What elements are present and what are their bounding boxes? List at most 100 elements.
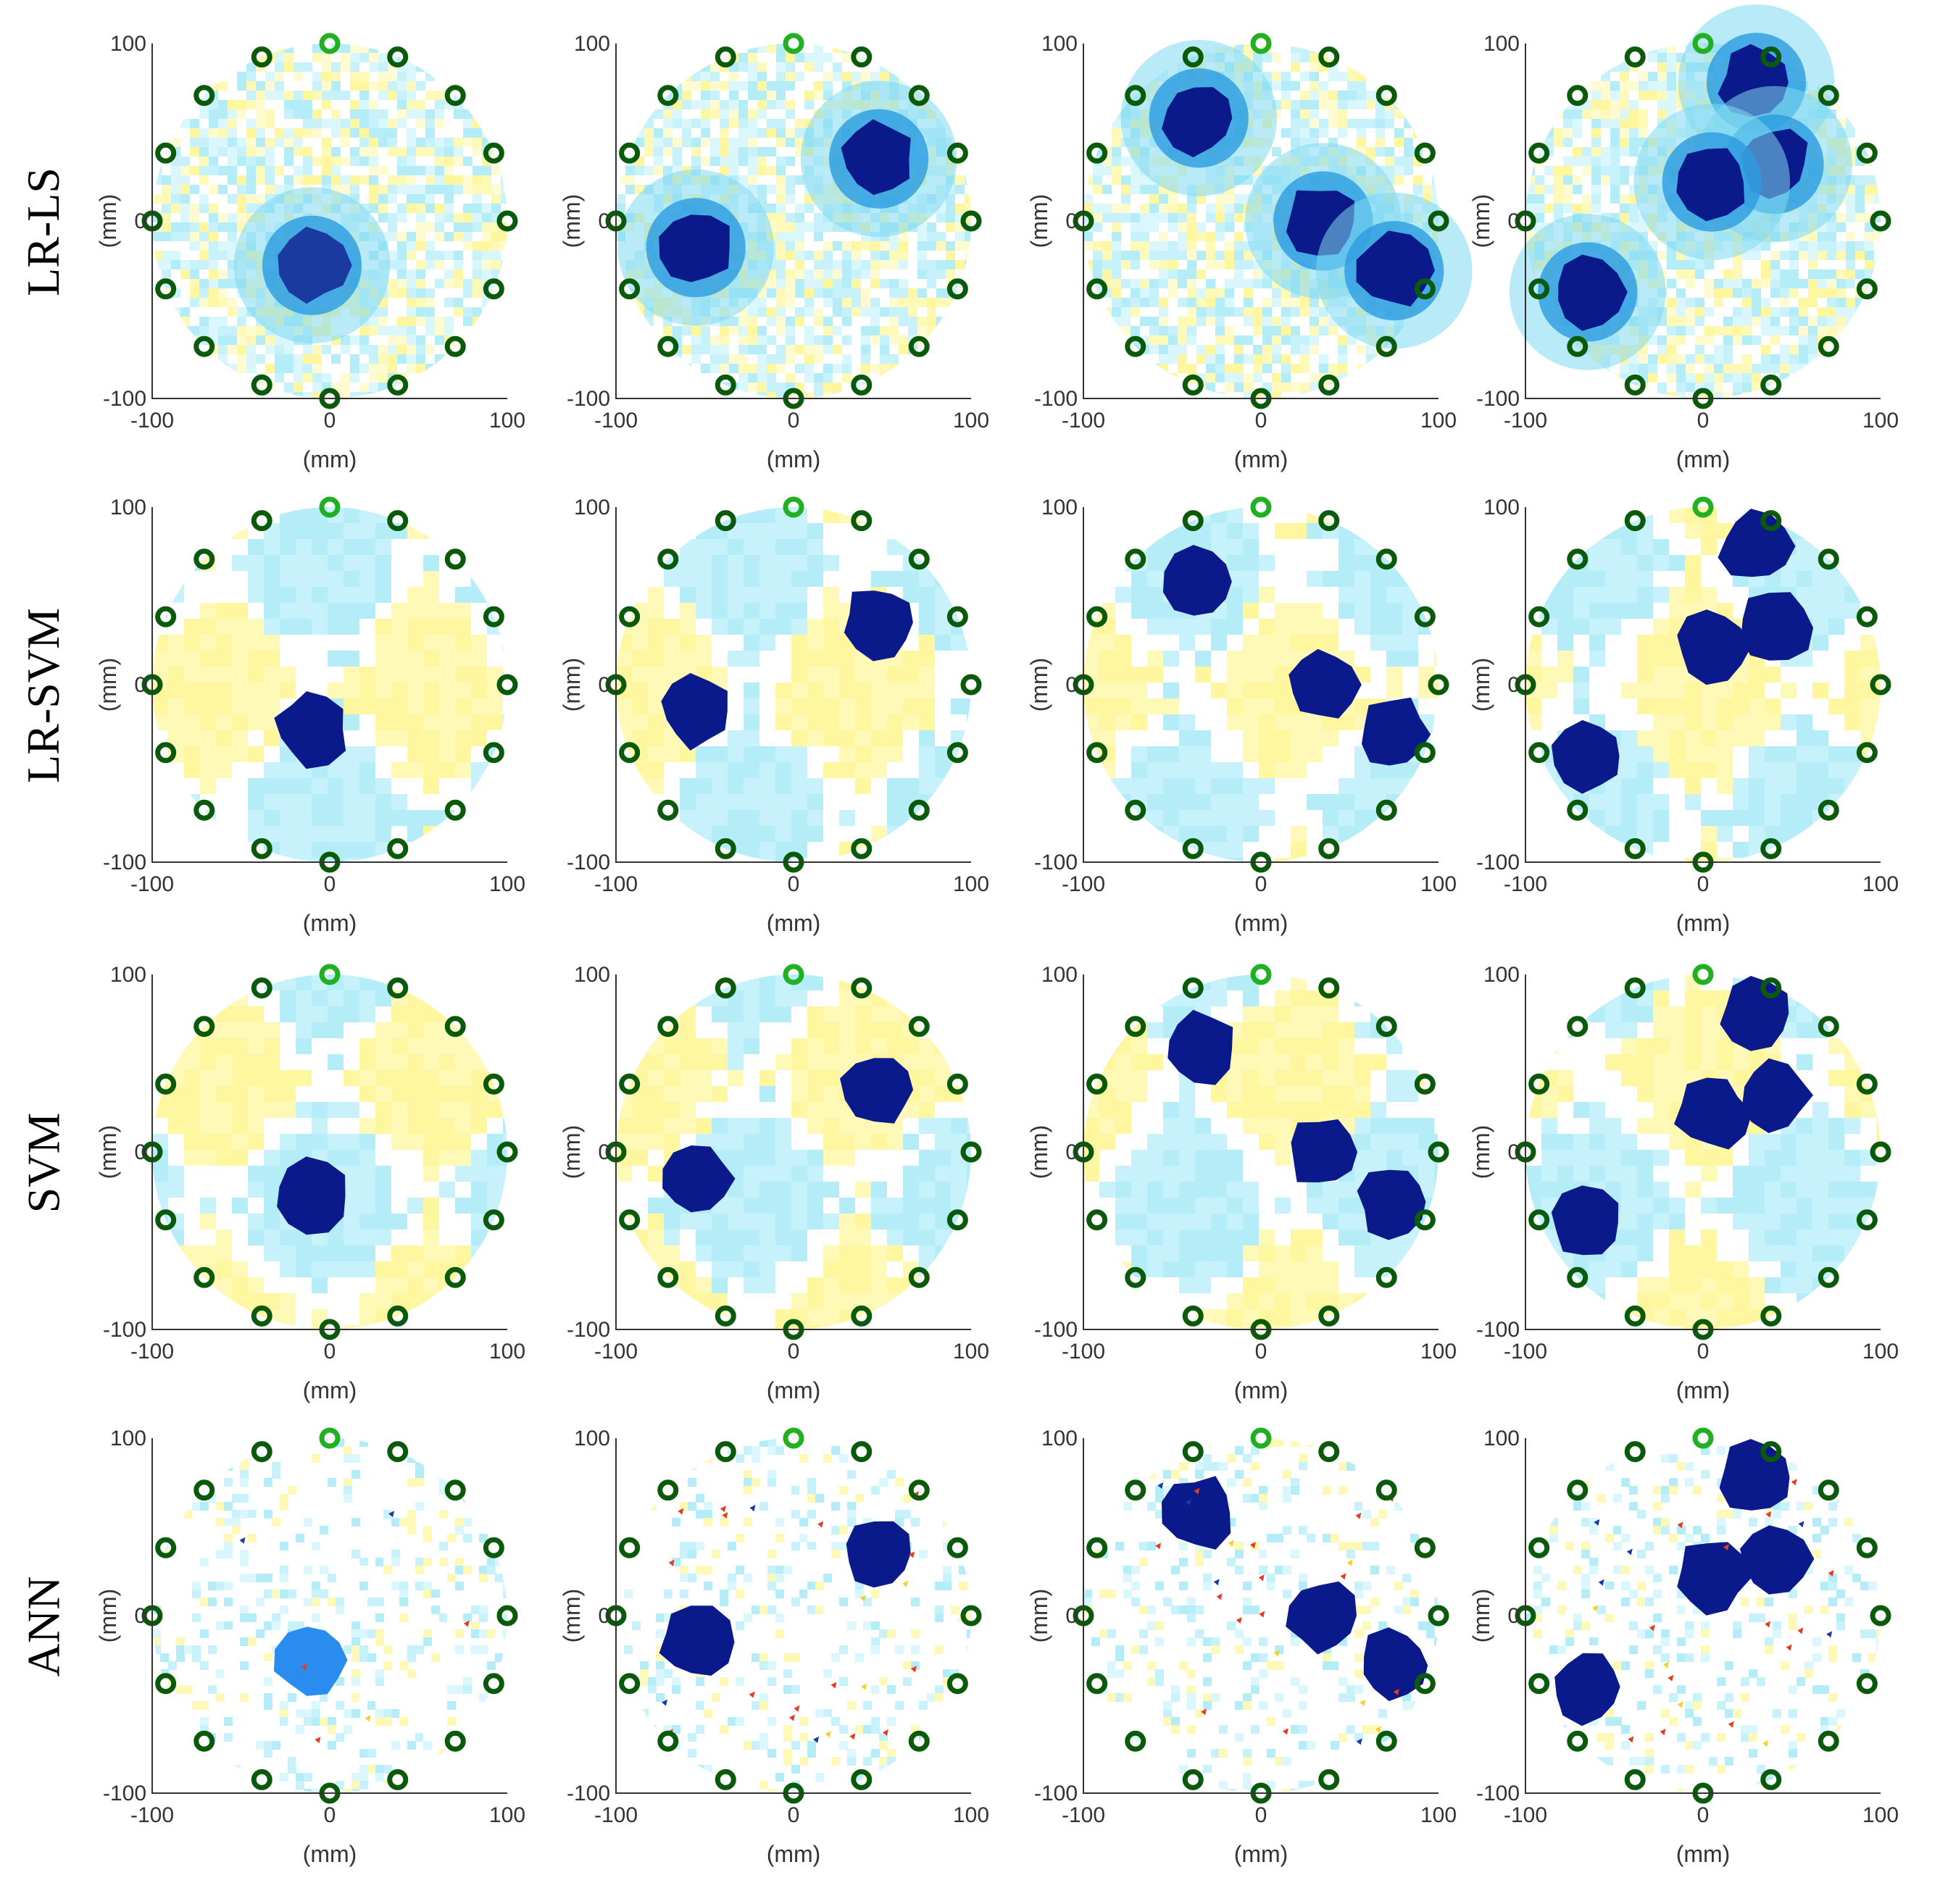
- electrode-marker: [851, 1305, 873, 1327]
- x-tick-label: 100: [953, 1340, 989, 1364]
- panel-ann-4: 100 0 -100-100 0 100 (mm) (mm): [1468, 1427, 1899, 1867]
- inclusion: [1363, 1627, 1428, 1701]
- y-tick-label: 0: [1507, 1604, 1520, 1628]
- row-label-lr-ls: LR-LS: [17, 167, 69, 296]
- electrode-marker: [1428, 674, 1449, 696]
- x-tick-label: -100: [1062, 1340, 1105, 1364]
- electrode-marker: [444, 1730, 466, 1752]
- electrode-marker: [1528, 1073, 1550, 1095]
- electrode-marker: [851, 838, 873, 859]
- inclusion: [1633, 104, 1791, 260]
- x-tick-label: -100: [130, 409, 174, 433]
- conductivity-field: [1083, 1438, 1439, 1793]
- inclusion: [846, 1521, 911, 1588]
- inclusion: [1315, 192, 1473, 349]
- electrode-marker: [1125, 548, 1146, 570]
- electrode-marker: [946, 742, 968, 764]
- electrode-marker: [960, 1605, 982, 1627]
- x-tick-label: 100: [1420, 872, 1457, 896]
- y-tick-label: 0: [1507, 673, 1520, 697]
- electrode-marker: [483, 1537, 504, 1558]
- electrode-marker: [319, 496, 341, 518]
- x-tick-label: 0: [788, 872, 800, 896]
- y-tick-label: -100: [103, 1782, 146, 1805]
- electrode-marker: [193, 1730, 215, 1752]
- y-tick-label: 0: [598, 1604, 610, 1628]
- electrode-ring: [141, 964, 518, 1340]
- inclusion: [1357, 1169, 1426, 1240]
- electrode-ring: [141, 1427, 518, 1804]
- electrode-marker: [1692, 1427, 1714, 1449]
- electrode-marker: [155, 606, 177, 627]
- y-tick-label: 0: [598, 673, 610, 697]
- x-tick-label: 100: [489, 409, 525, 433]
- electrode-marker: [1414, 142, 1436, 164]
- electrode-marker: [193, 335, 215, 357]
- inclusion: [1286, 1581, 1357, 1655]
- electrode-marker: [1125, 1479, 1146, 1501]
- electrode-ring: [1073, 496, 1449, 873]
- electrode-marker: [1375, 799, 1397, 821]
- x-tick-label: 0: [1255, 409, 1267, 433]
- y-axis-label: (mm): [95, 658, 121, 712]
- electrode-marker: [496, 1141, 518, 1163]
- y-tick-label: 0: [1507, 1140, 1520, 1164]
- y-tick-label: 0: [134, 209, 146, 233]
- electrode-ring: [605, 964, 982, 1340]
- inclusion: [274, 1627, 348, 1696]
- axes: 100 0 -100-100 0 100 (mm) (mm): [1468, 963, 1899, 1403]
- y-tick-label: -100: [567, 387, 610, 411]
- electrode-marker: [1086, 142, 1108, 164]
- electrode-marker: [619, 1673, 641, 1695]
- axes: 100 0 -100-100 0 100 (mm) (mm): [1026, 32, 1457, 472]
- electrode-marker: [1870, 1141, 1891, 1163]
- electrode-marker: [960, 210, 982, 232]
- y-axis-label: (mm): [1026, 1125, 1052, 1179]
- electrode-marker: [1567, 1730, 1589, 1752]
- electrode-marker: [251, 1769, 272, 1790]
- electrode-marker: [1624, 510, 1646, 532]
- electrode-marker: [387, 1769, 409, 1790]
- electrode-marker: [1870, 674, 1891, 696]
- electrode-marker: [496, 674, 518, 696]
- electrode-marker: [1567, 1479, 1589, 1501]
- electrode-marker: [387, 374, 409, 396]
- y-tick-label: -100: [567, 851, 610, 874]
- electrode-marker: [715, 977, 736, 999]
- electrode-marker: [1818, 85, 1839, 107]
- electrode-marker: [251, 977, 272, 999]
- electrode-marker: [619, 742, 641, 764]
- electrode-marker: [251, 838, 272, 859]
- x-tick-label: 100: [489, 1803, 525, 1827]
- electrode-marker: [1856, 1537, 1878, 1558]
- electrode-marker: [851, 374, 873, 396]
- y-tick-label: 0: [134, 1604, 146, 1628]
- electrode-marker: [1856, 1209, 1878, 1231]
- electrode-marker: [1428, 1605, 1449, 1627]
- electrode-marker: [1182, 1441, 1204, 1463]
- electrode-marker: [1624, 977, 1646, 999]
- electrode-marker: [1318, 1305, 1340, 1327]
- y-tick-label: 100: [1483, 496, 1520, 519]
- electrode-marker: [908, 1016, 930, 1037]
- electrode-marker: [1818, 1016, 1839, 1037]
- x-tick-label: 100: [1862, 872, 1899, 896]
- electrode-marker: [1856, 606, 1878, 627]
- inclusion: [1551, 1185, 1619, 1256]
- y-tick-label: -100: [1476, 387, 1520, 411]
- x-axis-label: (mm): [303, 1841, 357, 1867]
- axes: 100 0 -100-100 0 100 (mm) (mm): [559, 1427, 989, 1867]
- electrode-marker: [1428, 210, 1449, 232]
- electrode-marker: [851, 977, 873, 999]
- x-tick-label: 0: [788, 1803, 800, 1827]
- x-tick-label: -100: [1504, 409, 1547, 433]
- electrode-marker: [908, 799, 930, 821]
- y-tick-label: 0: [1065, 673, 1078, 697]
- y-tick-label: -100: [567, 1318, 610, 1342]
- electrode-marker: [1414, 742, 1436, 764]
- panel-ann-1: 100 0 -100-100 0 100 (mm) (mm): [95, 1427, 525, 1867]
- electrode-marker: [1414, 1073, 1436, 1095]
- electrode-marker: [1375, 1479, 1397, 1501]
- electrode-marker: [1818, 799, 1839, 821]
- x-axis-label: (mm): [1676, 446, 1731, 472]
